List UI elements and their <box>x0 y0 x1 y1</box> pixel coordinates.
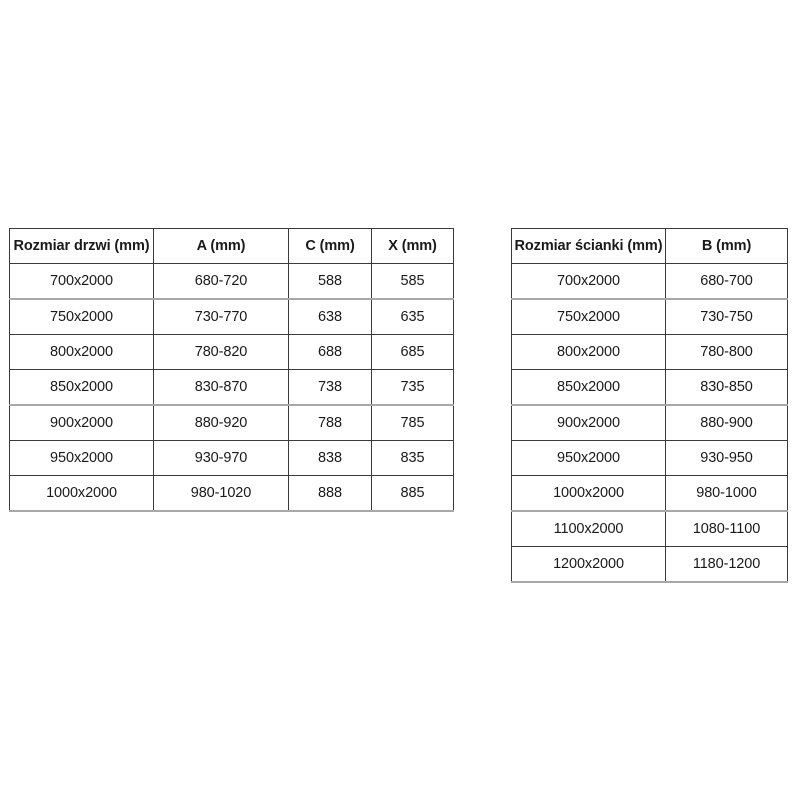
doors-cell-c: 788 <box>288 405 372 441</box>
doors-dimension-table-wrapper: Rozmiar drzwi (mm) A (mm) C (mm) X (mm) … <box>9 228 454 512</box>
doors-cell-size: 1000x2000 <box>9 475 154 512</box>
walls-cell-size: 950x2000 <box>511 440 666 476</box>
doors-table-header-row: Rozmiar drzwi (mm) A (mm) C (mm) X (mm) <box>9 228 454 264</box>
doors-cell-a: 830-870 <box>153 369 289 406</box>
walls-cell-b: 730-750 <box>665 299 788 335</box>
walls-cell-b: 930-950 <box>665 440 788 476</box>
walls-cell-b: 880-900 <box>665 405 788 441</box>
walls-cell-b: 680-700 <box>665 263 788 300</box>
doors-cell-a: 680-720 <box>153 263 289 300</box>
doors-cell-a: 880-920 <box>153 405 289 441</box>
doors-cell-x: 585 <box>371 263 454 300</box>
walls-cell-size: 1100x2000 <box>511 511 666 547</box>
doors-table-body: Rozmiar drzwi (mm) A (mm) C (mm) X (mm) … <box>9 228 454 512</box>
walls-header-b: B (mm) <box>665 228 788 264</box>
doors-cell-c: 688 <box>288 334 372 370</box>
walls-header-size: Rozmiar ścianki (mm) <box>511 228 666 264</box>
walls-cell-size: 850x2000 <box>511 369 666 406</box>
walls-cell-size: 700x2000 <box>511 263 666 300</box>
table-row: 850x2000 830-850 <box>511 369 788 406</box>
doors-header-x: X (mm) <box>371 228 454 264</box>
doors-cell-a: 780-820 <box>153 334 289 370</box>
doors-cell-a: 930-970 <box>153 440 289 476</box>
doors-cell-size: 750x2000 <box>9 299 154 335</box>
doors-header-c: C (mm) <box>288 228 372 264</box>
doors-cell-a: 980-1020 <box>153 475 289 512</box>
table-row: 800x2000 780-820 688 685 <box>9 334 454 370</box>
doors-cell-x: 735 <box>371 369 454 406</box>
walls-dimension-table-wrapper: Rozmiar ścianki (mm) B (mm) 700x2000 680… <box>511 228 788 583</box>
doors-header-a: A (mm) <box>153 228 289 264</box>
doors-cell-size: 950x2000 <box>9 440 154 476</box>
doors-cell-x: 685 <box>371 334 454 370</box>
walls-cell-size: 800x2000 <box>511 334 666 370</box>
table-row: 750x2000 730-750 <box>511 299 788 335</box>
walls-cell-b: 780-800 <box>665 334 788 370</box>
walls-table-body: Rozmiar ścianki (mm) B (mm) 700x2000 680… <box>511 228 788 583</box>
table-row: 950x2000 930-970 838 835 <box>9 440 454 476</box>
doors-cell-x: 785 <box>371 405 454 441</box>
walls-cell-b: 830-850 <box>665 369 788 406</box>
walls-cell-size: 900x2000 <box>511 405 666 441</box>
doors-cell-c: 588 <box>288 263 372 300</box>
table-row: 1000x2000 980-1020 888 885 <box>9 475 454 512</box>
doors-cell-size: 850x2000 <box>9 369 154 406</box>
walls-dimension-table: Rozmiar ścianki (mm) B (mm) 700x2000 680… <box>511 228 788 583</box>
table-row: 1200x2000 1180-1200 <box>511 546 788 583</box>
doors-dimension-table: Rozmiar drzwi (mm) A (mm) C (mm) X (mm) … <box>9 228 454 512</box>
walls-cell-size: 750x2000 <box>511 299 666 335</box>
doors-cell-c: 738 <box>288 369 372 406</box>
doors-cell-c: 888 <box>288 475 372 512</box>
doors-cell-c: 838 <box>288 440 372 476</box>
walls-cell-b: 1080-1100 <box>665 511 788 547</box>
doors-cell-x: 885 <box>371 475 454 512</box>
table-row: 900x2000 880-920 788 785 <box>9 405 454 441</box>
table-row: 850x2000 830-870 738 735 <box>9 369 454 406</box>
table-row: 800x2000 780-800 <box>511 334 788 370</box>
doors-cell-a: 730-770 <box>153 299 289 335</box>
walls-cell-b: 1180-1200 <box>665 546 788 583</box>
table-row: 900x2000 880-900 <box>511 405 788 441</box>
walls-cell-b: 980-1000 <box>665 475 788 512</box>
doors-cell-x: 635 <box>371 299 454 335</box>
doors-cell-size: 900x2000 <box>9 405 154 441</box>
table-row: 700x2000 680-720 588 585 <box>9 263 454 300</box>
doors-cell-x: 835 <box>371 440 454 476</box>
table-row: 1100x2000 1080-1100 <box>511 511 788 547</box>
table-row: 750x2000 730-770 638 635 <box>9 299 454 335</box>
table-row: 700x2000 680-700 <box>511 263 788 300</box>
doors-cell-size: 700x2000 <box>9 263 154 300</box>
table-row: 1000x2000 980-1000 <box>511 475 788 512</box>
walls-cell-size: 1000x2000 <box>511 475 666 512</box>
doors-cell-c: 638 <box>288 299 372 335</box>
walls-cell-size: 1200x2000 <box>511 546 666 583</box>
walls-table-header-row: Rozmiar ścianki (mm) B (mm) <box>511 228 788 264</box>
doors-header-size: Rozmiar drzwi (mm) <box>9 228 154 264</box>
doors-cell-size: 800x2000 <box>9 334 154 370</box>
table-row: 950x2000 930-950 <box>511 440 788 476</box>
